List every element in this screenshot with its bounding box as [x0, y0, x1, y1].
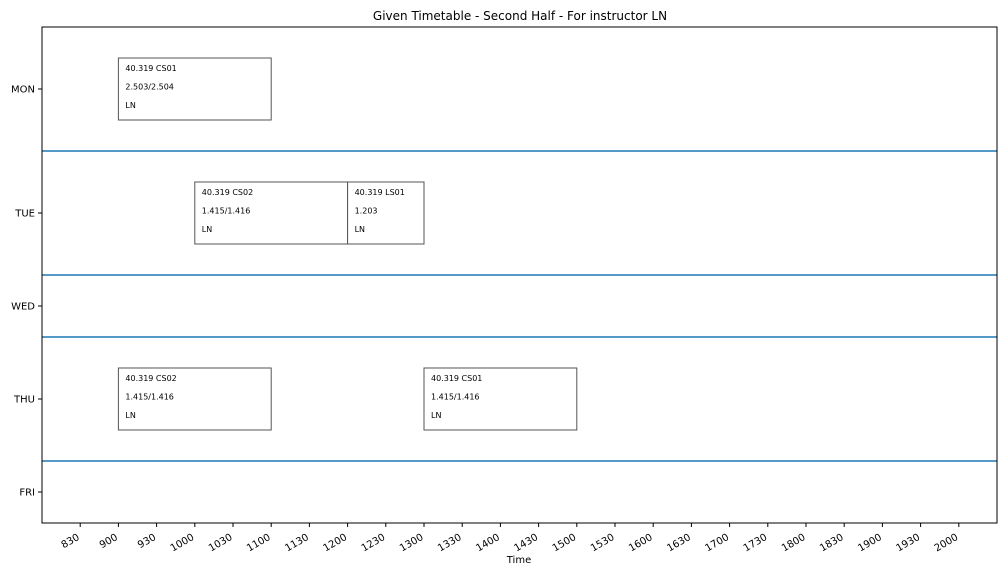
lesson-course: 40.319 CS02: [202, 188, 253, 197]
x-tick-label: 900: [98, 532, 120, 551]
lesson-instructor: LN: [125, 101, 135, 110]
lesson-box: [423, 367, 578, 431]
x-tick-label: 1230: [360, 532, 388, 554]
x-tick-label: 1430: [513, 532, 541, 554]
x-tick-label: 1100: [245, 532, 273, 554]
lesson-instructor: LN: [355, 225, 365, 234]
lesson-room: 1.415/1.416: [125, 393, 173, 402]
x-tick-label: 1800: [780, 532, 808, 554]
lesson-box: [347, 181, 425, 245]
x-tick-label: 830: [60, 532, 82, 551]
x-tick-label: 1130: [283, 532, 311, 554]
x-tick-label: 1700: [704, 532, 732, 554]
lesson-block: 40.319 CS01 1.415/1.416 LN: [423, 367, 578, 431]
y-tick-label: TUE: [14, 209, 35, 220]
lesson-box: [117, 57, 272, 121]
x-tick-label: 1000: [169, 532, 197, 554]
y-tick-label: FRI: [19, 488, 35, 499]
x-tick-label: 1330: [436, 532, 464, 554]
lesson-box: [194, 181, 349, 245]
x-tick-label: 1400: [474, 532, 502, 554]
lesson-block: 40.319 CS01 2.503/2.504 LN: [117, 57, 272, 121]
x-tick-label: 1030: [207, 532, 235, 554]
x-tick-label: 1830: [818, 532, 846, 554]
x-tick-label: 930: [136, 532, 158, 551]
lesson-block: 40.319 LS01 1.203 LN: [347, 181, 425, 245]
lesson-room: 2.503/2.504: [125, 83, 173, 92]
lesson-course: 40.319 CS02: [125, 374, 176, 383]
lesson-block: 40.319 CS02 1.415/1.416 LN: [194, 181, 349, 245]
lesson-course: 40.319 LS01: [355, 188, 405, 197]
plot-frame: [41, 26, 998, 524]
lesson-instructor: LN: [125, 411, 135, 420]
x-tick-label: 1600: [627, 532, 655, 554]
x-tick-label: 2000: [933, 532, 961, 554]
lesson-instructor: LN: [431, 411, 441, 420]
chart-title: Given Timetable - Second Half - For inst…: [373, 9, 667, 23]
x-tick-label: 1300: [398, 532, 426, 554]
x-axis-label: Time: [506, 555, 531, 566]
lesson-room: 1.415/1.416: [202, 207, 251, 216]
x-tick-label: 1530: [589, 532, 617, 554]
y-tick-label: WED: [11, 302, 35, 313]
x-tick-label: 1730: [742, 532, 770, 554]
y-tick-label: THU: [13, 395, 35, 406]
lesson-course: 40.319 CS01: [431, 374, 482, 383]
lesson-room: 1.203: [355, 207, 378, 216]
x-tick-label: 1900: [856, 532, 884, 554]
x-tick-label: 1930: [895, 532, 923, 554]
lesson-course: 40.319 CS01: [125, 64, 176, 73]
x-tick-label: 1200: [322, 532, 350, 554]
x-tick-label: 1630: [665, 532, 693, 554]
y-tick-label: MON: [11, 85, 35, 96]
lesson-block: 40.319 CS02 1.415/1.416 LN: [117, 367, 272, 431]
lesson-room: 1.415/1.416: [431, 393, 480, 402]
lesson-box: [117, 367, 272, 431]
x-tick-label: 1500: [551, 532, 579, 554]
lesson-instructor: LN: [202, 225, 212, 234]
